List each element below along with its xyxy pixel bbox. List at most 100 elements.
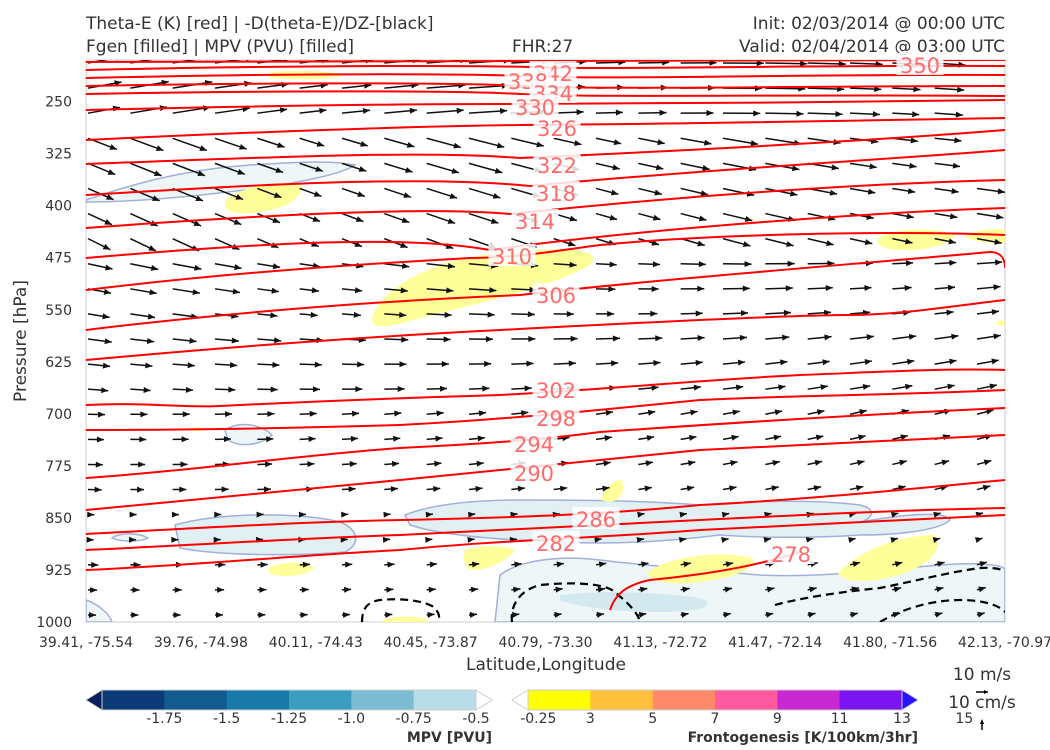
wind-vector-head	[229, 362, 238, 369]
wind-vector-head	[471, 561, 480, 568]
wind-vector-head	[874, 86, 882, 93]
theta-e-value: 306	[536, 284, 576, 308]
wind-vector-head	[215, 611, 223, 618]
wind-vector-head	[957, 86, 965, 93]
wind-vector-head	[742, 285, 750, 292]
wind-vector-head	[307, 461, 315, 468]
wind-vector-head	[401, 262, 410, 269]
mpv-colorbar: -1.75 -1.5 -1.25 -1.0 -0.75 -0.5 -0.25 MPV [PVU…	[85, 689, 556, 746]
theta-e-contour-label: 278	[767, 542, 815, 567]
wind-vector-head	[679, 511, 687, 518]
wind-vector-head	[179, 486, 187, 493]
wind-vector-head	[566, 311, 574, 318]
wind-vector-head	[742, 241, 751, 248]
wind-vector-head	[406, 141, 415, 148]
wind-vector-head	[905, 260, 914, 267]
wind-vector-head	[300, 611, 308, 618]
theta-e-contour	[86, 99, 1005, 111]
wind-vector-head	[517, 485, 525, 492]
wind-vector-head	[993, 333, 1001, 340]
wind-vector-head	[744, 260, 752, 267]
wind-vector-head	[872, 111, 880, 118]
wind-vector-head	[982, 484, 991, 491]
wind-vector-head	[977, 611, 985, 618]
wind-vector-head	[941, 459, 950, 466]
wind-vector-head	[610, 360, 619, 367]
wind-vector-head	[433, 485, 441, 492]
x-tick-label: 40.11, -74.43	[269, 635, 363, 651]
wind-vector-head	[403, 192, 411, 198]
wind-vector-head	[637, 511, 645, 518]
theta-e-contour-label: 302	[532, 378, 580, 403]
colorbar-title: MPV [PVU]	[407, 730, 492, 746]
wind-vector-head	[341, 511, 349, 518]
wind-vector-head	[607, 310, 615, 317]
y-tick-label: 850	[45, 511, 72, 527]
wind-vector-head	[143, 387, 151, 394]
wind-vector-head	[105, 264, 113, 271]
wind-vector-head	[400, 287, 408, 294]
x-axis-label: Latitude,Longitude	[466, 655, 626, 675]
wind-vector-head	[405, 167, 413, 173]
valid-time-label: Valid: 02/04/2014 @ 03:00 UTC	[739, 37, 1005, 57]
wind-vector-head	[443, 336, 451, 343]
wind-vector-head	[789, 190, 798, 197]
wind-vector-head	[189, 337, 197, 344]
wind-vector-head	[270, 312, 278, 319]
wind-vector-head	[350, 435, 358, 442]
y-tick-label: 550	[45, 303, 72, 319]
theta-e-contour	[86, 368, 1005, 408]
theta-e-contour	[86, 60, 1005, 63]
wind-vector-head	[609, 214, 618, 221]
wind-vector-head	[576, 109, 584, 116]
wind-vector-head	[195, 195, 204, 201]
theta-e-value: 314	[515, 210, 555, 234]
wind-vector-head	[259, 586, 267, 593]
theta-e-contour-label: 310	[488, 244, 536, 269]
wind-vector-head	[514, 561, 522, 568]
colorbar-segment	[590, 690, 654, 710]
wind-vector-head	[138, 461, 146, 468]
contour-label-bg	[511, 95, 559, 117]
colorbar-tick-label: -1.25	[271, 711, 307, 727]
wind-vector-head	[823, 309, 832, 316]
wind-vector-head	[434, 460, 442, 467]
wind-vector-head	[276, 142, 285, 148]
wind-vector-head	[952, 162, 961, 169]
wind-vector-head	[554, 611, 562, 618]
theta-e-value: 302	[536, 379, 576, 403]
wind-vector-head	[107, 169, 116, 175]
theta-e-contour	[86, 179, 1005, 229]
title-theta-e: Theta-E (K) [red] | -D(theta-E)/DZ-[blac…	[86, 14, 434, 34]
wind-vector-head	[150, 265, 159, 271]
y-tick-label: 625	[45, 355, 72, 371]
colorbar-frame	[527, 689, 903, 711]
theta-e-value: 326	[537, 117, 577, 141]
wind-vector-head	[485, 336, 493, 343]
contour-label-bg	[896, 53, 944, 75]
wind-vector-head	[313, 191, 322, 197]
theta-e-contour-label: 306	[532, 283, 580, 308]
wind-vector-head	[478, 410, 487, 417]
wind-vector-head	[686, 485, 695, 492]
wind-vector-head	[574, 140, 582, 146]
theta-e-contour-label: 290	[510, 461, 558, 486]
wind-vector-head	[258, 611, 266, 618]
fgen-region	[600, 480, 624, 502]
wind-vector-head	[813, 485, 822, 492]
wind-vector-head	[231, 337, 239, 344]
wind-vector-head	[949, 213, 958, 220]
contour-label-bg	[533, 153, 581, 175]
wind-vector-head	[570, 335, 578, 342]
wind-vector-head	[487, 311, 495, 318]
wind-vector-head	[312, 216, 321, 222]
wind-vectors	[86, 60, 1005, 619]
wind-vector-head	[721, 537, 729, 543]
wind-vector-head	[103, 288, 112, 295]
wind-vector-head	[271, 287, 279, 294]
colorbar-segment	[839, 690, 903, 710]
colorbar-segment	[528, 690, 591, 710]
wind-vector-head	[313, 386, 321, 393]
wind-vector-head	[983, 459, 992, 466]
